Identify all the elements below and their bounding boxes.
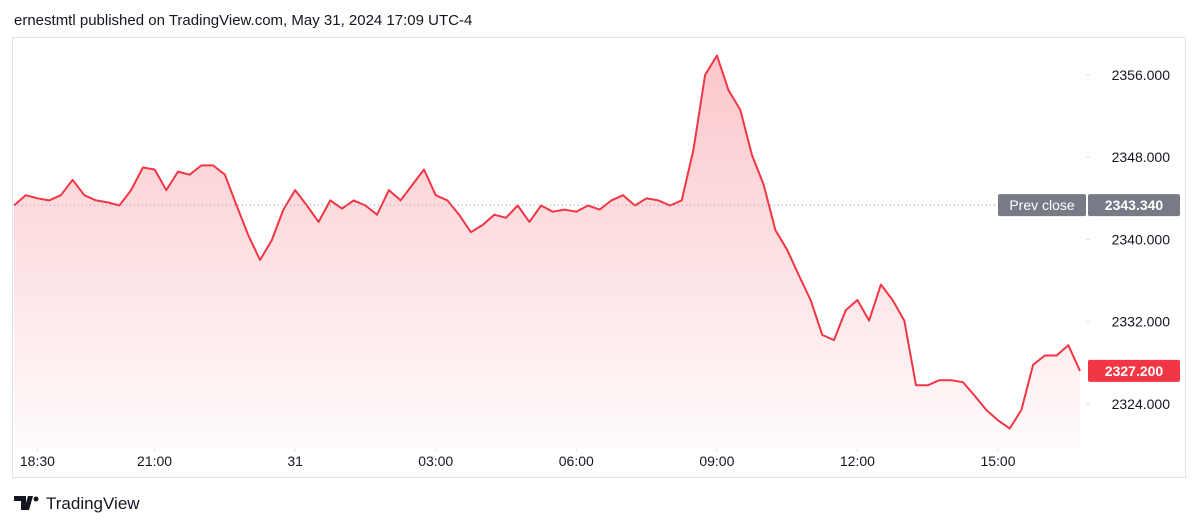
- prev-close-label: Prev close: [1009, 197, 1075, 213]
- area-fill: [14, 55, 1080, 448]
- plot: 2324.000 2332.000 2340.000 2348.000 2356.000…: [13, 54, 1180, 469]
- last-price-value: 2327.200: [1105, 363, 1164, 379]
- x-tick-label: 03:00: [418, 453, 453, 469]
- brand: TradingView: [14, 494, 140, 513]
- chart-frame: [12, 37, 1186, 478]
- prev-close-value: 2343.340: [1105, 197, 1164, 213]
- x-tick-label: 12:00: [840, 453, 875, 469]
- y-tick-label: 2332.000: [1112, 314, 1171, 330]
- brand-logo: [14, 496, 33, 510]
- y-tick-label: 2348.000: [1112, 149, 1171, 165]
- x-tick-label: 09:00: [699, 453, 734, 469]
- y-tick-label: 2340.000: [1112, 231, 1171, 247]
- price-line: [13, 54, 1081, 430]
- prev-close-value-tag: [1088, 194, 1180, 217]
- x-tick-label: 06:00: [559, 453, 594, 469]
- x-tick-label: 15:00: [980, 453, 1015, 469]
- x-tick-label: 18:30: [20, 453, 55, 469]
- x-tick-label: 31: [287, 453, 303, 469]
- brand-logo-dot: [33, 496, 39, 502]
- prev-close-tag: [998, 194, 1086, 217]
- y-tick-label: 2356.000: [1112, 67, 1171, 83]
- x-tick-label: 21:00: [137, 453, 172, 469]
- last-price-tag: [1088, 359, 1180, 382]
- brand-name: TradingView: [46, 494, 140, 513]
- header: ernestmtl published on TradingView.com, …: [14, 12, 472, 29]
- y-tick-label: 2324.000: [1112, 396, 1171, 412]
